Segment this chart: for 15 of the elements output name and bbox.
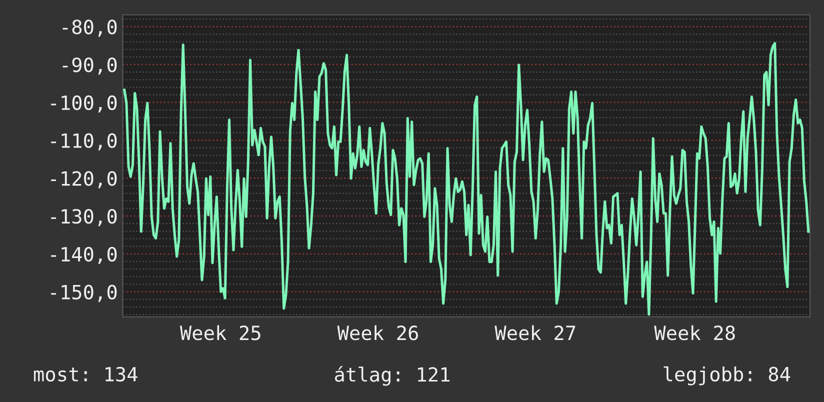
x-tick-label: Week 25: [180, 325, 260, 340]
y-tick-label: -150,0: [51, 284, 117, 302]
text: legjobb: 84: [664, 366, 790, 386]
y-tick-label: -140,0: [51, 246, 117, 264]
y-tick-label: -120,0: [51, 171, 117, 188]
x-tick-label: Week 27: [494, 325, 576, 340]
text: átlag: 121: [334, 366, 450, 386]
x-tick-label: Week 26: [337, 325, 418, 340]
y-tick-label: -130,0: [51, 209, 117, 226]
y-tick-label: -100,0: [51, 95, 117, 113]
y-tick-label: -110,0: [51, 133, 117, 150]
y-tick-label: -80,0: [62, 20, 117, 37]
text: most: 134: [34, 366, 138, 382]
y-tick-label: -90,0: [62, 58, 117, 75]
x-tick-label: Week 28: [654, 325, 735, 340]
